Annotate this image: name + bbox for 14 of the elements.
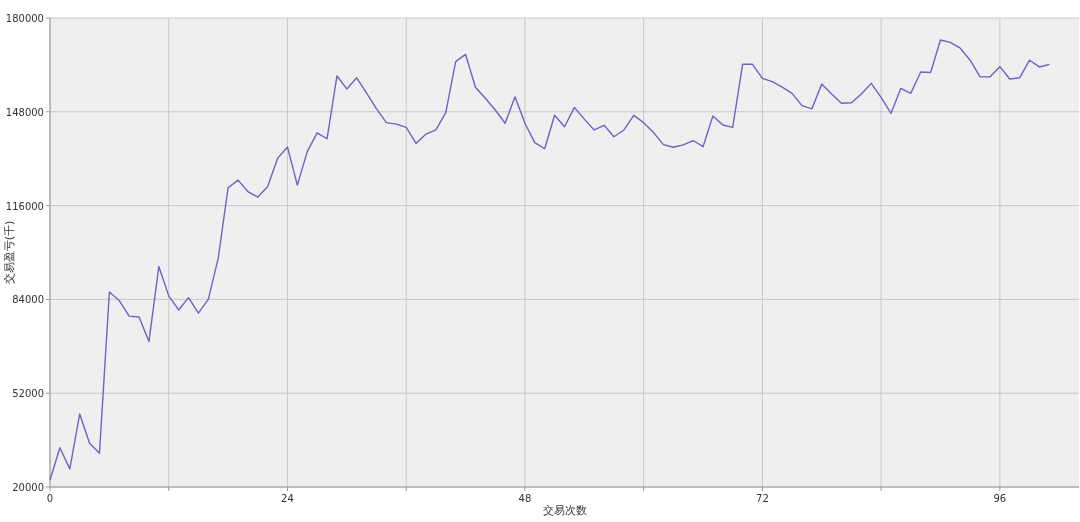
y-tick-label: 116000 xyxy=(5,200,44,212)
y-tick-label: 84000 xyxy=(12,294,44,306)
y-axis-title: 交易盈亏(千) xyxy=(3,220,16,285)
x-axis-title: 交易次数 xyxy=(542,504,587,517)
x-tick-label: 96 xyxy=(993,493,1007,504)
x-tick-label: 48 xyxy=(518,493,532,504)
y-tick-label: 148000 xyxy=(5,106,44,118)
line-series xyxy=(49,39,1051,481)
y-tick-label: 180000 xyxy=(5,13,44,24)
x-tick-label: 24 xyxy=(281,493,294,504)
x-tick-label: 72 xyxy=(756,493,769,504)
x-tick-label: 0 xyxy=(46,493,54,504)
y-tick-label: 20000 xyxy=(12,482,44,493)
y-tick-label: 52000 xyxy=(12,388,44,400)
